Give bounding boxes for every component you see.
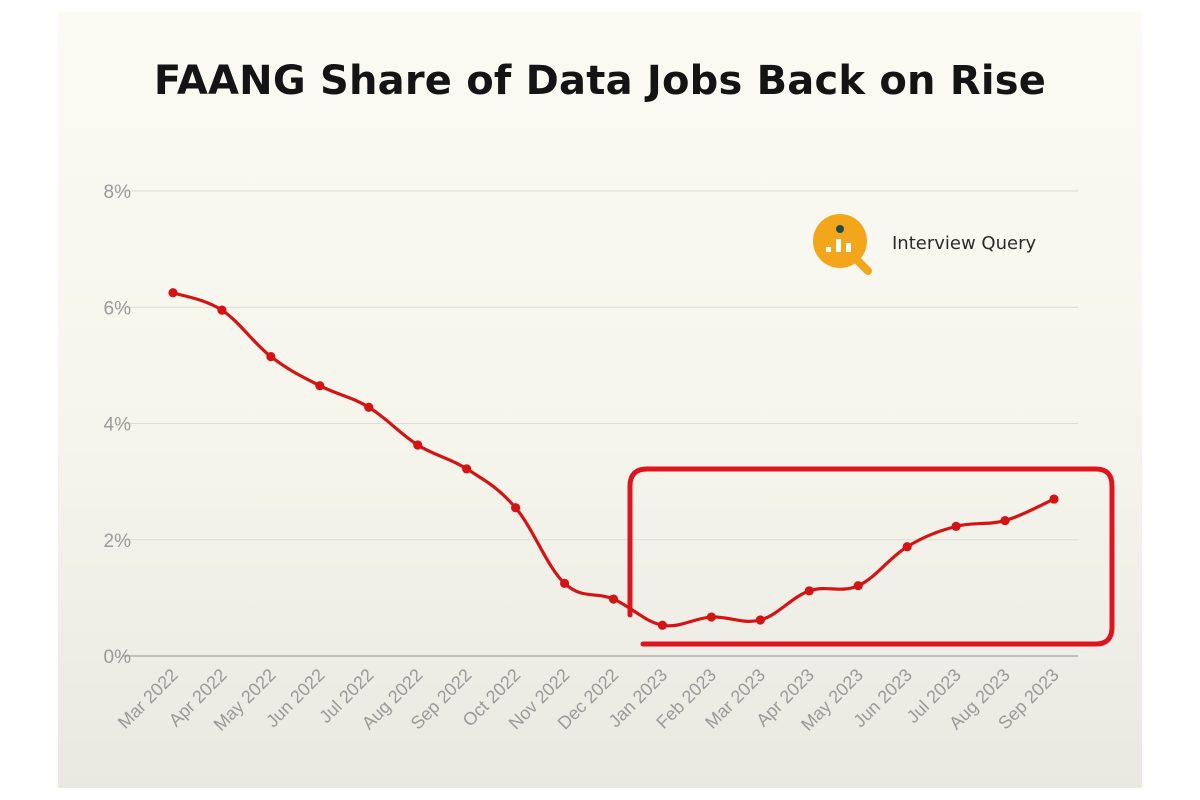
brand-logo: Interview Query	[812, 209, 1052, 279]
y-tick-label: 2%	[104, 531, 132, 552]
data-point	[462, 464, 472, 474]
data-point	[217, 305, 227, 315]
data-point	[511, 503, 521, 513]
data-point	[804, 586, 814, 596]
highlight-box	[627, 466, 1115, 647]
y-tick-label: 4%	[104, 415, 132, 436]
magnifier-chart-icon	[813, 214, 872, 275]
data-point	[951, 521, 961, 531]
data-point	[1049, 494, 1059, 504]
data-point	[1000, 515, 1010, 526]
chart-frame	[58, 12, 1142, 788]
y-tick-label: 0%	[104, 647, 132, 668]
data-point	[266, 352, 276, 362]
data-point	[657, 620, 668, 630]
data-point	[755, 615, 765, 625]
brand-name: Interview Query	[892, 233, 1037, 254]
y-tick-label: 6%	[104, 298, 132, 319]
data-point	[853, 581, 863, 591]
highlight-annotation	[627, 466, 1115, 647]
gridlines	[122, 190, 1078, 657]
data-point	[559, 578, 570, 588]
series-layer	[168, 288, 1059, 630]
data-point	[315, 381, 325, 391]
chart-title: FAANG Share of Data Jobs Back on Rise	[153, 58, 1047, 104]
data-point	[364, 402, 374, 412]
y-tick-label: 8%	[104, 182, 132, 203]
data-point	[168, 288, 178, 298]
data-point	[902, 542, 912, 552]
series-line	[171, 291, 1056, 628]
y-axis-ticks: 0% 2% 4% 6% 8%	[104, 182, 132, 668]
data-point	[413, 440, 423, 450]
data-point	[608, 594, 619, 604]
data-point	[706, 612, 716, 622]
